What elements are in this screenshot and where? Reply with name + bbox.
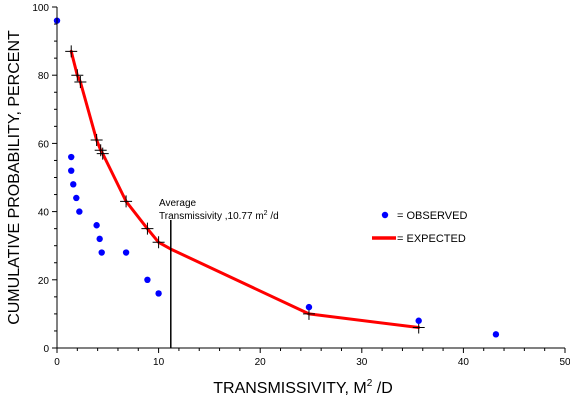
- expected-series-line: [69, 49, 421, 329]
- observed-point: [70, 181, 77, 188]
- x-tick-label: 50: [559, 357, 570, 368]
- x-axis-label: TRANSMISSIVITY, M2 /D: [213, 378, 393, 397]
- legend-observed-symbol: [381, 211, 389, 219]
- y-tick-label: 40: [38, 208, 50, 219]
- observed-point: [415, 317, 422, 324]
- observed-point: [122, 249, 130, 256]
- observed-point: [305, 303, 313, 311]
- expected-marker: [71, 69, 84, 82]
- y-tick-label: 20: [38, 276, 50, 287]
- expected-marker: [152, 236, 165, 249]
- y-axis-label: CUMULATIVE PROBABILITY, PERCENT: [6, 30, 23, 325]
- expected-marker: [96, 147, 109, 160]
- x-tick-label: 10: [153, 357, 165, 368]
- y-tick-label: 60: [38, 139, 50, 150]
- observed-point: [144, 276, 151, 283]
- y-tick-label: 100: [32, 3, 49, 14]
- x-tick-label: 20: [255, 357, 267, 368]
- observed-point: [76, 208, 83, 215]
- observed-point: [492, 331, 500, 338]
- annotation-label-line1: Average: [159, 198, 197, 209]
- expected-marker: [74, 76, 87, 89]
- observed-point: [68, 153, 75, 161]
- observed-point: [98, 249, 105, 256]
- expected-marker: [120, 195, 133, 208]
- y-tick-label: 0: [43, 344, 49, 355]
- legend-box: [364, 198, 492, 250]
- expected-marker: [90, 133, 103, 146]
- x-tick-label: 40: [458, 357, 470, 368]
- legend-expected-label: = EXPECTED: [397, 233, 466, 245]
- annotation-label-line2: Transmissivity ,10.77 m2 /d: [159, 210, 279, 222]
- expected-marker: [141, 222, 154, 235]
- observed-point: [68, 167, 75, 174]
- observed-point: [93, 222, 100, 229]
- expected-marker: [94, 144, 107, 157]
- observed-point: [96, 235, 103, 243]
- x-tick-label: 0: [54, 357, 60, 368]
- observed-point: [73, 194, 80, 202]
- y-tick-label: 80: [38, 71, 50, 82]
- observed-point: [155, 290, 162, 297]
- x-tick-label: 30: [356, 357, 368, 368]
- legend-observed-label: = OBSERVED: [397, 210, 467, 222]
- expected-marker: [65, 45, 78, 58]
